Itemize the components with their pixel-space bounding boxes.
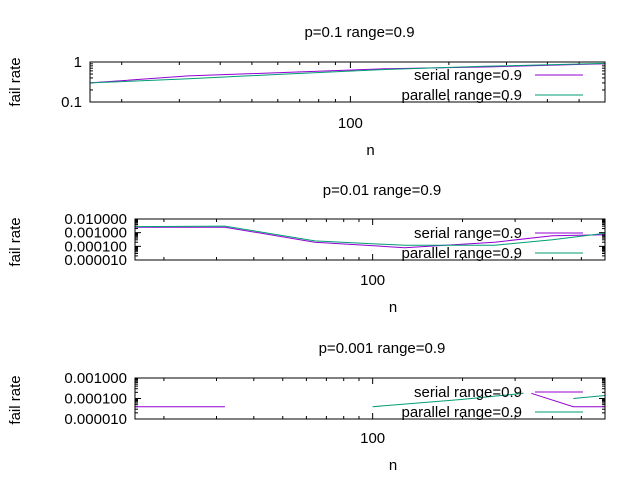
y-tick-label: 0.001000: [64, 225, 127, 242]
series-line: [134, 225, 606, 246]
x-axis-label: n: [389, 299, 397, 316]
y-tick-label: 0.000100: [64, 391, 127, 408]
y-axis-label: fail rate: [7, 375, 24, 424]
legend-label: parallel range=0.9: [401, 245, 522, 262]
series-line: [89, 63, 606, 84]
y-tick-label: 0.000100: [64, 238, 127, 255]
chart-title: p=0.01 range=0.9: [323, 182, 441, 199]
legend-label: serial range=0.9: [414, 225, 522, 242]
x-axis-label: n: [366, 142, 374, 159]
legend-label: serial range=0.9: [414, 384, 522, 401]
x-tick-label: 100: [338, 115, 363, 132]
y-tick-label: 0.010000: [64, 211, 127, 228]
y-tick-label: 0.1: [61, 94, 82, 111]
legend-label: serial range=0.9: [414, 67, 522, 84]
x-tick-label: 100: [360, 272, 385, 289]
y-tick-label: 0.000010: [64, 252, 127, 269]
legend-label: parallel range=0.9: [401, 87, 522, 104]
chart-title: p=0.1 range=0.9: [304, 24, 414, 41]
y-axis-label: fail rate: [7, 57, 24, 106]
y-tick-label: 1: [74, 54, 82, 71]
series-line: [135, 226, 606, 249]
series-line: [573, 395, 606, 399]
plot-frame: [134, 218, 606, 261]
plot-frame: [134, 377, 606, 420]
series-line: [89, 62, 606, 84]
series-line: [531, 392, 605, 408]
legend-label: parallel range=0.9: [401, 404, 522, 421]
chart-title: p=0.001 range=0.9: [319, 340, 446, 357]
y-tick-label: 0.000010: [64, 411, 127, 428]
x-tick-label: 100: [360, 430, 385, 447]
y-axis-label: fail rate: [7, 217, 24, 266]
y-tick-label: 0.001000: [64, 370, 127, 387]
x-axis-label: n: [389, 457, 397, 474]
plot-frame: [89, 61, 606, 103]
series-line: [372, 392, 524, 408]
